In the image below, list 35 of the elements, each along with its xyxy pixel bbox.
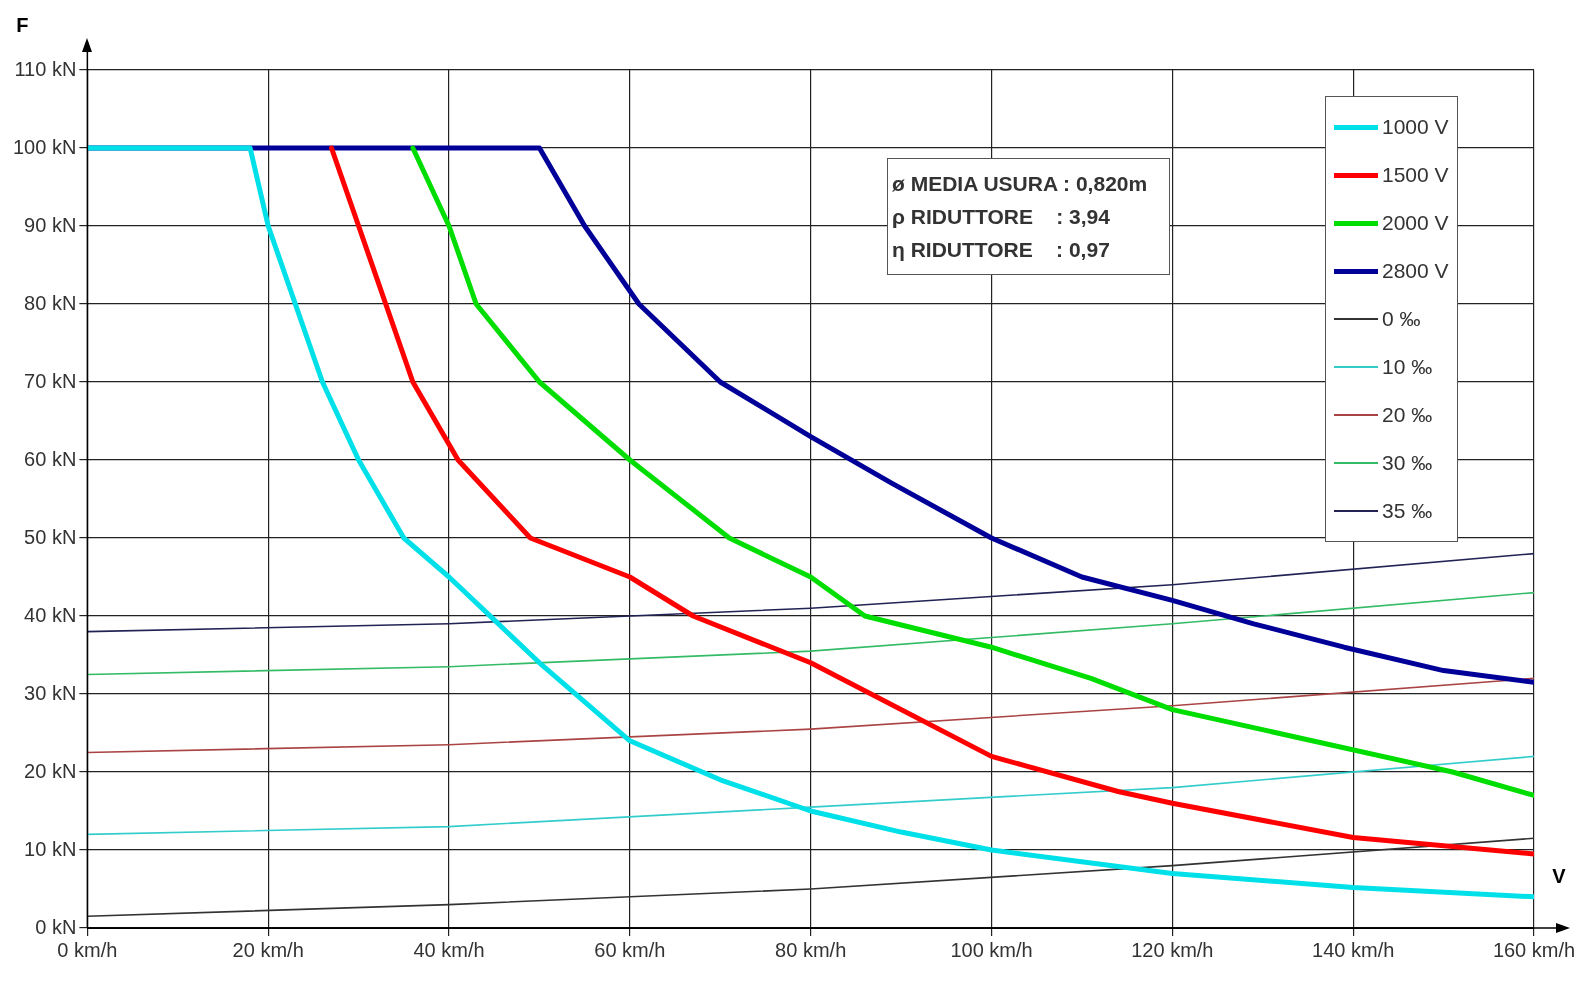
legend-label: 20 ‰: [1382, 403, 1433, 427]
y-tick-label: 50 kN: [24, 525, 77, 548]
legend-label: 1000 V: [1382, 115, 1449, 139]
legend-label: 2800 V: [1382, 259, 1449, 283]
annotation: ø MEDIA USURA : 0,820m: [892, 172, 1148, 195]
y-tick-label: 70 kN: [24, 369, 77, 392]
legend-label: 2000 V: [1382, 211, 1449, 235]
x-tick-label: 120 km/h: [1131, 938, 1214, 961]
y-tick-label: 0 kN: [35, 915, 77, 938]
x-tick-label: 140 km/h: [1312, 938, 1395, 961]
x-tick-label: 60 km/h: [594, 938, 666, 961]
y-axis-title: F: [16, 14, 29, 36]
x-tick-label: 20 km/h: [232, 938, 304, 961]
legend-label: 10 ‰: [1382, 355, 1433, 379]
legend-label: 35 ‰: [1382, 499, 1433, 523]
x-tick-label: 160 km/h: [1492, 938, 1576, 961]
y-tick-label: 40 kN: [24, 603, 77, 626]
legend-label: 0 ‰: [1382, 307, 1421, 331]
y-tick-label: 30 kN: [24, 681, 77, 704]
annotation: ρ RIDUTTORE : 3,94: [892, 205, 1110, 228]
x-tick-label: 80 km/h: [775, 938, 847, 961]
legend-label: 1500 V: [1382, 163, 1449, 187]
y-tick-label: 10 kN: [24, 837, 77, 860]
y-tick-label: 60 kN: [24, 447, 77, 470]
y-tick-label: 90 kN: [24, 213, 77, 236]
y-tick-label: 80 kN: [24, 291, 77, 314]
y-tick-label: 110 kN: [14, 57, 77, 80]
legend-label: 30 ‰: [1382, 451, 1433, 475]
x-axis-title: V: [1552, 865, 1567, 887]
annotation: η RIDUTTORE : 0,97: [892, 238, 1110, 261]
x-tick-label: 100 km/h: [950, 938, 1033, 961]
y-tick-label: 100 kN: [12, 135, 77, 158]
y-tick-label: 20 kN: [24, 759, 77, 782]
x-tick-label: 40 km/h: [413, 938, 485, 961]
x-tick-label: 0 km/h: [57, 938, 118, 961]
